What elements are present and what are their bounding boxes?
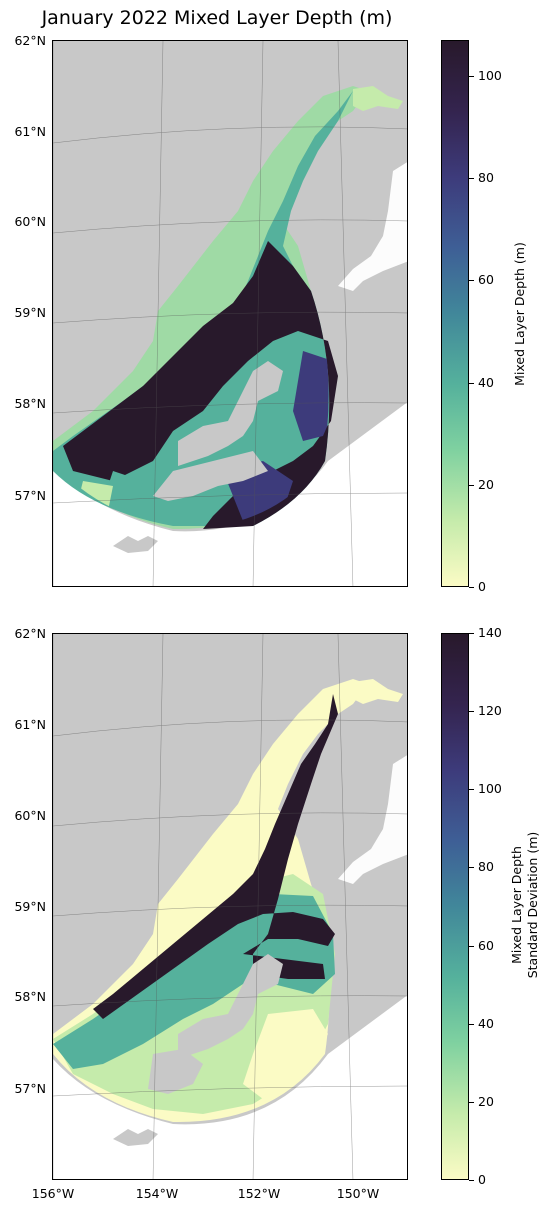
map-mld-svg: [53, 41, 407, 586]
colorbar-tick-label: 40: [478, 374, 494, 390]
colorbar-tick: [469, 75, 474, 77]
colorbar-mld: [441, 40, 469, 587]
colorbar-tick-label: 100: [478, 781, 502, 797]
map-std-svg: [53, 634, 407, 1179]
lat-label: 62°N: [14, 33, 46, 48]
island-land-lower: [148, 1049, 203, 1094]
colorbar-tick: [469, 711, 474, 713]
colorbar-tick: [469, 280, 474, 282]
field-yellow-patch: [243, 1009, 328, 1099]
colorbar-tick: [469, 867, 474, 869]
colorbar-tick: [469, 587, 474, 588]
map-panel-std: [52, 633, 408, 1180]
map-panel-mld: [52, 40, 408, 587]
small-islands: [113, 536, 158, 553]
lat-label: 59°N: [14, 305, 46, 320]
colorbar-tick-label: 20: [478, 476, 494, 492]
colorbar-tick: [469, 1023, 474, 1025]
colorbar-tick-label: 140: [478, 625, 502, 640]
colorbar-tick: [469, 633, 474, 634]
coast-islands: [338, 162, 407, 291]
lat-label: 57°N: [14, 1081, 46, 1096]
colorbar-std-label-line2: Standard Deviation (m): [525, 831, 540, 979]
lon-label: 154°W: [135, 1186, 179, 1201]
colorbar-tick-label: 80: [478, 859, 494, 875]
figure-title: January 2022 Mixed Layer Depth (m): [41, 7, 393, 29]
lat-label: 60°N: [14, 214, 46, 229]
colorbar-tick-label: 100: [478, 67, 502, 83]
colorbar-tick-label: 60: [478, 937, 494, 953]
colorbar-tick-label: 120: [478, 703, 502, 719]
colorbar-tick-label: 80: [478, 170, 494, 186]
lon-label: 150°W: [336, 1186, 380, 1201]
graticule: [53, 634, 407, 1179]
lat-label: 61°N: [14, 124, 46, 139]
colorbar-tick-label: 0: [478, 1172, 486, 1187]
field-dark: [93, 694, 338, 1019]
colorbar-tick: [469, 789, 474, 791]
small-islands: [113, 1129, 158, 1146]
lat-label: 57°N: [14, 488, 46, 503]
island-land-lower: [153, 451, 268, 501]
colorbar-tick-label: 60: [478, 272, 494, 288]
colorbar-tick: [469, 945, 474, 947]
colorbar-mld-label: Mixed Layer Depth (m): [512, 242, 527, 386]
colorbar-tick-label: 0: [478, 579, 486, 594]
colorbar-std: [441, 633, 469, 1180]
field-teal: [53, 894, 335, 1069]
colorbar-tick: [469, 1101, 474, 1103]
coast-islands: [338, 755, 407, 884]
colorbar-tick: [469, 178, 474, 180]
inlet-tail: [353, 86, 403, 111]
lon-label: 156°W: [31, 1186, 75, 1201]
colorbar-tick: [469, 382, 474, 384]
colorbar-tick: [469, 484, 474, 486]
lon-label: 152°W: [237, 1186, 281, 1201]
lat-label: 58°N: [14, 989, 46, 1004]
colorbar-tick: [469, 1180, 474, 1181]
field-dark: [63, 241, 338, 529]
lat-label: 59°N: [14, 899, 46, 914]
colorbar-tick-label: 40: [478, 1015, 494, 1031]
colorbar-tick-label: 20: [478, 1093, 494, 1109]
lat-label: 61°N: [14, 717, 46, 732]
colorbar-std-label-line1: Mixed Layer Depth: [509, 846, 524, 964]
graticule: [53, 41, 407, 586]
lat-label: 58°N: [14, 396, 46, 411]
lat-label: 62°N: [14, 626, 46, 641]
lat-label: 60°N: [14, 808, 46, 823]
colorbar-std-label: Mixed Layer Depth Standard Deviation (m): [509, 795, 541, 1015]
inlet-tail: [353, 679, 403, 704]
